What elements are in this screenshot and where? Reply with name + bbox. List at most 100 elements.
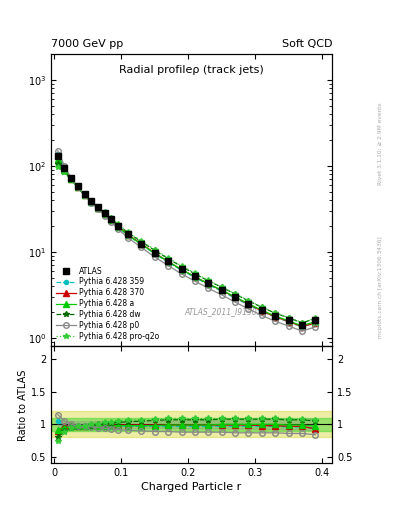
Line: Pythia 6.428 dw: Pythia 6.428 dw — [55, 162, 318, 326]
Pythia 6.428 p0 — [246, 306, 251, 312]
Pythia 6.428 370 — [286, 318, 291, 325]
Pythia 6.428 dw — [166, 255, 171, 262]
Pythia 6.428 p0 — [139, 244, 144, 250]
Pythia 6.428 p0 — [102, 212, 107, 219]
Pythia 6.428 a — [219, 287, 224, 293]
Pythia 6.428 370 — [82, 191, 87, 198]
Pythia 6.428 a — [126, 232, 130, 238]
Pythia 6.428 a — [89, 199, 94, 205]
Pythia 6.428 pro-q2o — [75, 184, 80, 190]
Pythia 6.428 359 — [286, 319, 291, 325]
Text: Rivet 3.1.10; ≥ 2.9M events: Rivet 3.1.10; ≥ 2.9M events — [378, 102, 383, 185]
Pythia 6.428 dw — [126, 230, 130, 236]
Pythia 6.428 p0 — [179, 271, 184, 277]
Pythia 6.428 359 — [55, 151, 60, 157]
Pythia 6.428 pro-q2o — [95, 204, 100, 210]
Pythia 6.428 p0 — [259, 312, 264, 318]
Pythia 6.428 a — [299, 323, 304, 329]
Pythia 6.428 p0 — [82, 192, 87, 198]
Pythia 6.428 p0 — [62, 163, 67, 169]
Pythia 6.428 359 — [233, 295, 237, 301]
Pythia 6.428 370 — [116, 223, 120, 229]
Pythia 6.428 dw — [69, 177, 73, 183]
Pythia 6.428 359 — [109, 217, 114, 223]
Pythia 6.428 dw — [95, 204, 100, 210]
Pythia 6.428 p0 — [89, 200, 94, 206]
Pythia 6.428 a — [286, 318, 291, 324]
Bar — [51, 411, 332, 437]
Pythia 6.428 dw — [139, 239, 144, 245]
Line: Pythia 6.428 p0: Pythia 6.428 p0 — [55, 148, 318, 334]
Pythia 6.428 dw — [55, 161, 60, 167]
Pythia 6.428 370 — [259, 308, 264, 314]
Pythia 6.428 370 — [139, 241, 144, 247]
Pythia 6.428 p0 — [273, 318, 277, 324]
Pythia 6.428 pro-q2o — [299, 319, 304, 326]
Pythia 6.428 359 — [139, 242, 144, 248]
Pythia 6.428 370 — [89, 198, 94, 204]
Pythia 6.428 a — [152, 250, 157, 257]
Pythia 6.428 dw — [273, 310, 277, 316]
Pythia 6.428 359 — [299, 324, 304, 330]
Pythia 6.428 p0 — [299, 328, 304, 334]
Pythia 6.428 dw — [299, 320, 304, 326]
Pythia 6.428 pro-q2o — [89, 198, 94, 204]
Pythia 6.428 pro-q2o — [126, 229, 130, 235]
Pythia 6.428 pro-q2o — [313, 315, 318, 322]
Pythia 6.428 pro-q2o — [193, 270, 197, 276]
Pythia 6.428 p0 — [126, 235, 130, 241]
Pythia 6.428 p0 — [206, 285, 211, 291]
Pythia 6.428 370 — [193, 273, 197, 280]
Pythia 6.428 370 — [233, 294, 237, 301]
Pythia 6.428 dw — [109, 216, 114, 222]
Pythia 6.428 dw — [152, 247, 157, 253]
Pythia 6.428 pro-q2o — [246, 297, 251, 304]
Pythia 6.428 dw — [75, 185, 80, 191]
Pythia 6.428 p0 — [95, 206, 100, 212]
Pythia 6.428 p0 — [166, 263, 171, 269]
Pythia 6.428 a — [82, 192, 87, 198]
Pythia 6.428 pro-q2o — [219, 284, 224, 290]
Pythia 6.428 359 — [82, 192, 87, 198]
Text: mcplots.cern.ch [arXiv:1306.3436]: mcplots.cern.ch [arXiv:1306.3436] — [378, 236, 383, 337]
Pythia 6.428 p0 — [313, 324, 318, 330]
Pythia 6.428 359 — [179, 267, 184, 273]
Pythia 6.428 dw — [102, 210, 107, 216]
Pythia 6.428 p0 — [75, 184, 80, 190]
Pythia 6.428 pro-q2o — [233, 291, 237, 297]
Pythia 6.428 370 — [126, 231, 130, 238]
Pythia 6.428 dw — [116, 222, 120, 228]
Line: Pythia 6.428 pro-q2o: Pythia 6.428 pro-q2o — [55, 164, 318, 325]
Pythia 6.428 370 — [69, 176, 73, 182]
Pythia 6.428 a — [102, 211, 107, 217]
Pythia 6.428 a — [206, 281, 211, 287]
Pythia 6.428 a — [95, 205, 100, 211]
Pythia 6.428 dw — [62, 168, 67, 175]
Pythia 6.428 dw — [179, 264, 184, 270]
Pythia 6.428 359 — [75, 184, 80, 190]
Pythia 6.428 p0 — [233, 299, 237, 305]
Pythia 6.428 a — [69, 176, 73, 182]
Pythia 6.428 370 — [102, 210, 107, 217]
X-axis label: Charged Particle r: Charged Particle r — [141, 482, 242, 493]
Pythia 6.428 p0 — [69, 175, 73, 181]
Text: ATLAS_2011_I919017: ATLAS_2011_I919017 — [184, 307, 266, 316]
Pythia 6.428 a — [62, 166, 67, 173]
Pythia 6.428 370 — [95, 204, 100, 210]
Pythia 6.428 dw — [259, 304, 264, 310]
Pythia 6.428 pro-q2o — [206, 277, 211, 283]
Pythia 6.428 359 — [193, 274, 197, 281]
Pythia 6.428 p0 — [219, 292, 224, 298]
Pythia 6.428 a — [259, 307, 264, 313]
Pythia 6.428 dw — [219, 284, 224, 290]
Pythia 6.428 359 — [95, 205, 100, 211]
Pythia 6.428 pro-q2o — [273, 310, 277, 316]
Line: Pythia 6.428 a: Pythia 6.428 a — [55, 156, 318, 329]
Pythia 6.428 359 — [102, 211, 107, 217]
Pythia 6.428 dw — [193, 271, 197, 277]
Pythia 6.428 370 — [299, 324, 304, 330]
Pythia 6.428 pro-q2o — [259, 304, 264, 310]
Pythia 6.428 359 — [273, 314, 277, 320]
Pythia 6.428 359 — [166, 259, 171, 265]
Pythia 6.428 dw — [206, 278, 211, 284]
